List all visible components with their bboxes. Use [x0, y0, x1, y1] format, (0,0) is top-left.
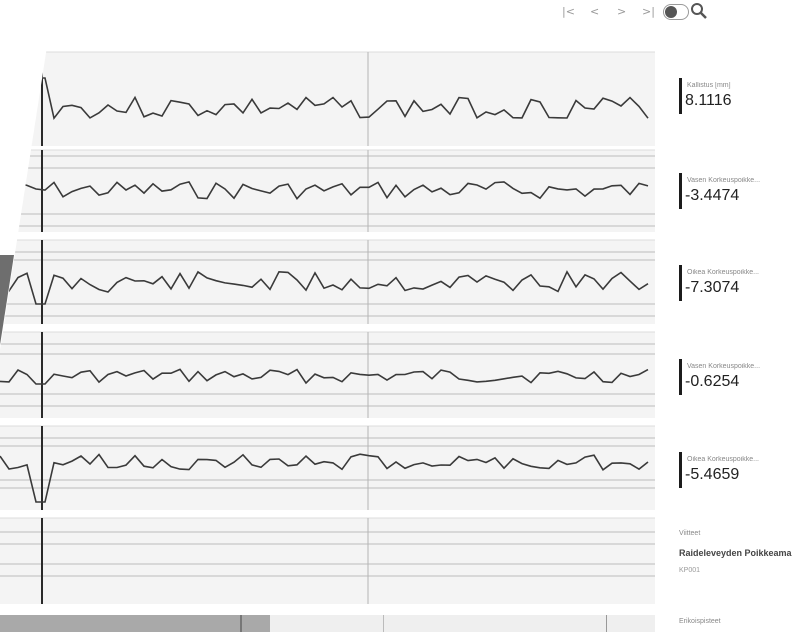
panel-background	[0, 52, 655, 146]
signal-trace	[0, 180, 649, 201]
panel-background	[0, 332, 655, 418]
scrollbar-divider	[240, 615, 242, 632]
readout-bar	[679, 173, 682, 209]
marker-name[interactable]: Raideleveyden Poikkeama	[679, 548, 792, 558]
readout-value: 8.1116	[685, 92, 732, 109]
panel-background	[0, 518, 655, 604]
readout-label: Oikea Korkeuspoikke...	[687, 269, 759, 276]
toggle-knob	[665, 6, 677, 18]
panel-background	[0, 426, 655, 510]
readout-bar	[679, 359, 682, 395]
readout-bar	[679, 78, 682, 114]
scrollbar-divider	[383, 615, 384, 632]
readout-label: Vasen Korkeuspoikke...	[687, 363, 761, 370]
readout-value: -3.4474	[685, 187, 740, 204]
first-page-button[interactable]: |<	[562, 5, 575, 18]
special-points-label: Erikoispisteet	[679, 618, 721, 625]
readout-bar	[679, 265, 682, 301]
readout-label: Oikea Korkeuspoikke...	[687, 456, 759, 463]
previous-button[interactable]: <	[590, 5, 600, 18]
readout-value: -0.6254	[685, 373, 740, 390]
next-button[interactable]: >	[617, 5, 627, 18]
marker-code: KP001	[679, 567, 701, 574]
scrollbar-divider	[606, 615, 607, 632]
signal-trace	[0, 368, 649, 385]
panel-background	[0, 150, 655, 232]
markers-title: Viitteet	[679, 530, 701, 537]
readout-bar	[679, 452, 682, 488]
readout-label: Kallistus [mm]	[687, 82, 731, 89]
readout-label: Vasen Korkeuspoikke...	[687, 177, 761, 184]
view-toggle[interactable]	[663, 4, 689, 20]
readout-value: -7.3074	[685, 279, 740, 296]
panel-background	[0, 240, 655, 324]
last-page-button[interactable]: >|	[642, 5, 655, 18]
signal-trace	[0, 77, 649, 121]
signal-trace	[0, 453, 649, 503]
zoom-icon[interactable]	[690, 2, 708, 20]
readout-value: -5.4659	[685, 466, 740, 483]
timeline-scrollbar-thumb[interactable]	[0, 615, 270, 632]
signal-trace	[0, 270, 649, 305]
